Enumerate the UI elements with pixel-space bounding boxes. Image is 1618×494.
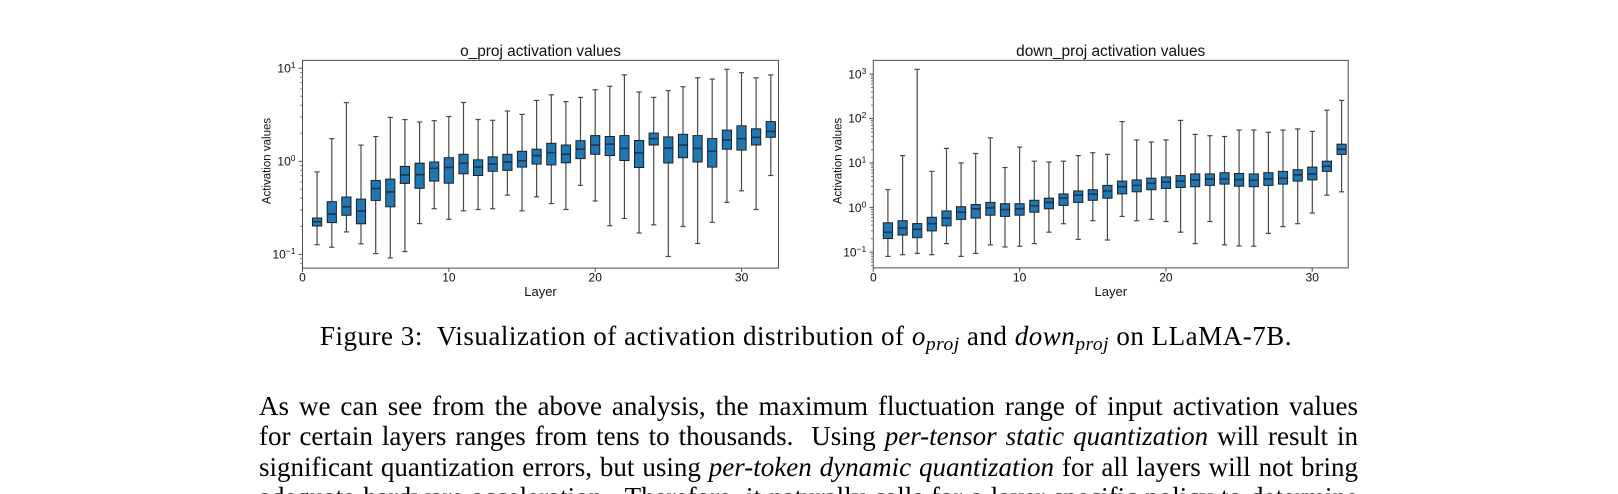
svg-text:101: 101: [848, 155, 866, 171]
svg-text:102: 102: [848, 110, 866, 126]
svg-text:100: 100: [848, 199, 866, 215]
svg-text:101: 101: [277, 60, 295, 76]
svg-text:10−1: 10−1: [843, 244, 866, 260]
svg-text:20: 20: [1159, 271, 1173, 285]
svg-text:0: 0: [299, 271, 306, 285]
svg-text:20: 20: [589, 271, 603, 285]
svg-text:100: 100: [277, 153, 295, 169]
svg-text:30: 30: [735, 271, 749, 285]
svg-text:30: 30: [1306, 271, 1320, 285]
svg-text:10: 10: [442, 271, 456, 285]
svg-text:103: 103: [848, 66, 866, 82]
svg-text:0: 0: [870, 271, 877, 285]
svg-text:10−1: 10−1: [272, 246, 295, 262]
svg-text:10: 10: [1013, 271, 1027, 285]
svg-text:down_proj activation values: down_proj activation values: [1016, 43, 1205, 60]
svg-text:Activation values: Activation values: [832, 118, 844, 205]
svg-text:o_proj activation values: o_proj activation values: [460, 43, 621, 60]
svg-text:Layer: Layer: [524, 284, 557, 299]
svg-text:Layer: Layer: [1095, 284, 1128, 299]
svg-text:Activation values: Activation values: [262, 118, 274, 205]
